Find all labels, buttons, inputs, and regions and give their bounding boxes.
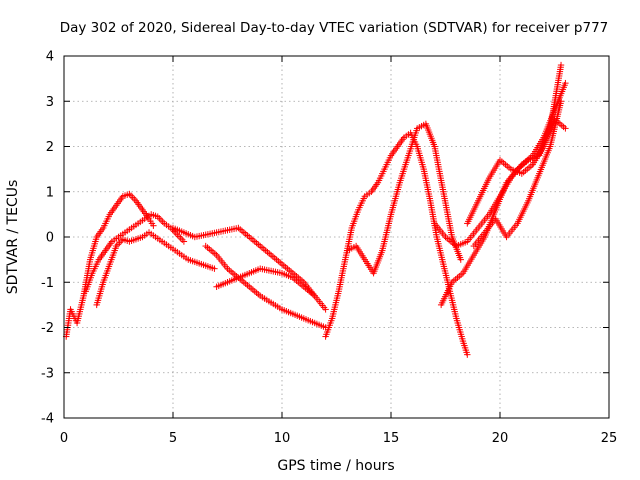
y-tick-label: -4	[41, 412, 54, 427]
data-point	[116, 239, 123, 246]
data-point	[457, 256, 464, 263]
x-tick-label: 25	[601, 431, 618, 446]
x-tick-label: 20	[492, 431, 509, 446]
data-point	[311, 292, 318, 300]
data-point	[127, 192, 135, 199]
data-point	[177, 234, 184, 242]
y-tick-label: 2	[46, 140, 54, 155]
y-tick-label: 0	[46, 231, 54, 246]
data-point	[322, 306, 329, 313]
chart-title: Day 302 of 2020, Sidereal Day-to-day VTE…	[60, 20, 609, 36]
y-tick-label: -3	[41, 366, 54, 381]
y-tick-label: -1	[41, 276, 54, 291]
data-point	[211, 265, 218, 272]
data-point	[464, 351, 471, 358]
data-point	[150, 222, 157, 229]
data-point	[129, 194, 136, 201]
x-tick-label: 0	[60, 431, 68, 446]
data-point	[159, 218, 166, 225]
data-point	[179, 236, 186, 244]
data-point	[557, 61, 565, 69]
x-tick-label: 10	[274, 431, 291, 446]
x-tick-label: 5	[169, 431, 177, 446]
y-tick-label: 4	[46, 50, 54, 65]
axis-ticks: 0 5 10 15 20 25 -4 -3 -2 -1 0 1 2 3 4	[41, 50, 617, 447]
y-tick-label: -2	[41, 321, 54, 336]
data-point	[557, 98, 565, 105]
x-axis-label: GPS time / hours	[277, 458, 394, 474]
data-point	[131, 195, 138, 203]
y-tick-label: 3	[46, 95, 54, 110]
data-point	[562, 79, 569, 87]
data-point	[562, 125, 569, 132]
data-points	[62, 61, 569, 358]
y-tick-label: 1	[46, 185, 54, 200]
y-axis-label: SDTVAR / TECUs	[5, 180, 21, 295]
data-point	[157, 216, 165, 224]
data-point	[180, 238, 188, 245]
grid-lines	[64, 56, 609, 418]
x-tick-label: 15	[383, 431, 400, 446]
